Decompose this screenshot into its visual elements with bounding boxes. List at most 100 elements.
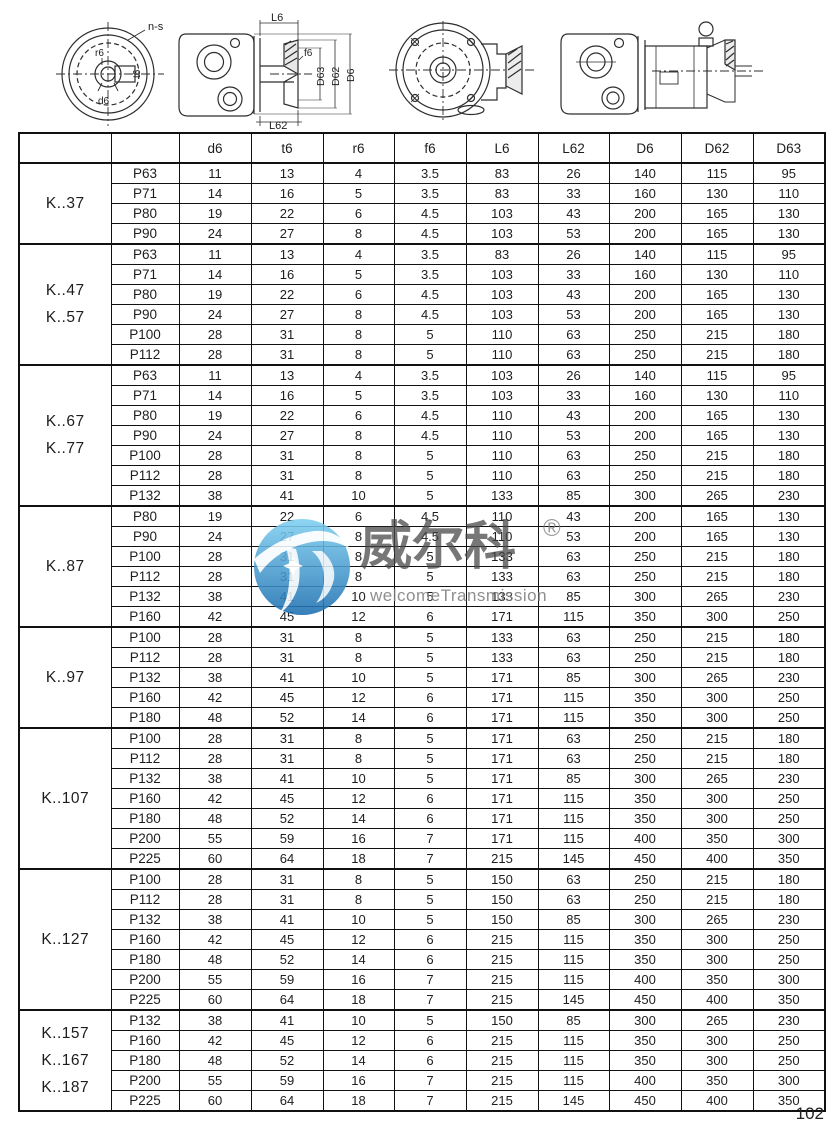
value-cell: 180 — [752, 626, 826, 648]
value-cell: 64 — [250, 1090, 324, 1112]
model-cell: P132 — [110, 768, 180, 789]
value-cell: 110 — [465, 405, 539, 426]
value-cell: 115 — [537, 808, 610, 829]
value-cell: 55 — [178, 969, 252, 990]
value-cell: 230 — [752, 1009, 826, 1031]
model-cell: P112 — [110, 344, 180, 366]
table-row: P132 38 41 10 5 150 85 300 265 230 — [19, 909, 826, 930]
value-cell: 103 — [465, 364, 539, 386]
model-cell: P90 — [110, 223, 180, 245]
value-cell: 48 — [178, 1050, 252, 1071]
value-cell: 350 — [608, 1030, 682, 1051]
value-cell: 171 — [465, 687, 539, 708]
value-cell: 5 — [393, 768, 467, 789]
value-cell: 27 — [250, 304, 324, 325]
model-cell: P160 — [110, 929, 180, 950]
drawing-flange-end-view: n-s r6 t6 d6 — [52, 16, 170, 131]
value-cell: 31 — [250, 727, 324, 749]
value-cell: 27 — [250, 526, 324, 547]
value-cell: 5 — [393, 465, 467, 486]
model-cell: P132 — [110, 667, 180, 688]
value-cell: 8 — [322, 223, 395, 245]
value-cell: 3.5 — [393, 264, 467, 285]
value-cell: 130 — [752, 284, 826, 305]
label-bolt-pattern: n-s — [148, 21, 164, 33]
table-row: P112 28 31 8 5 110 63 250 215 180 — [19, 465, 826, 486]
table-row: P80 19 22 6 4.5 110 43 200 165 130 — [19, 405, 826, 426]
value-cell: 8 — [322, 647, 395, 668]
value-cell: 450 — [608, 1090, 682, 1112]
value-cell: 4.5 — [393, 526, 467, 547]
value-cell: 115 — [680, 364, 754, 386]
value-cell: 180 — [752, 324, 826, 345]
value-cell: 63 — [537, 647, 610, 668]
value-cell: 300 — [680, 687, 754, 708]
value-cell: 165 — [680, 284, 754, 305]
value-cell: 60 — [178, 989, 252, 1011]
value-cell: 33 — [537, 183, 610, 204]
model-cell: P63 — [110, 364, 180, 386]
table-row: P112 28 31 8 5 150 63 250 215 180 — [19, 889, 826, 910]
table-row: P80 19 22 6 4.5 103 43 200 165 130 — [19, 203, 826, 224]
value-cell: 400 — [680, 989, 754, 1011]
value-cell: 350 — [608, 606, 682, 628]
value-cell: 265 — [680, 909, 754, 930]
value-cell: 33 — [537, 385, 610, 406]
table-row: K..107 P100 28 31 8 5 171 63 250 215 180 — [18, 727, 826, 870]
value-cell: 95 — [752, 162, 826, 184]
value-cell: 200 — [608, 526, 682, 547]
header-t6: t6 — [250, 132, 324, 164]
value-cell: 53 — [537, 425, 610, 446]
value-cell: 63 — [537, 748, 610, 769]
value-cell: 215 — [465, 848, 539, 870]
value-cell: 350 — [752, 1090, 826, 1112]
value-cell: 165 — [680, 505, 754, 527]
header-row: d6 t6 r6 f6 L6 L62 D6 D62 D63 — [18, 132, 826, 164]
value-cell: 115 — [537, 1050, 610, 1071]
value-cell: 7 — [393, 989, 467, 1011]
label-f6: f6 — [304, 48, 313, 59]
model-cell: P200 — [110, 969, 180, 990]
value-cell: 171 — [465, 727, 539, 749]
value-cell: 6 — [393, 929, 467, 950]
value-cell: 5 — [393, 889, 467, 910]
model-cell: P180 — [110, 707, 180, 729]
value-cell: 133 — [465, 566, 539, 587]
model-cell: P90 — [110, 526, 180, 547]
value-cell: 31 — [250, 445, 324, 466]
value-cell: 165 — [680, 304, 754, 325]
value-cell: 350 — [608, 949, 682, 970]
value-cell: 24 — [178, 425, 252, 446]
value-cell: 85 — [537, 667, 610, 688]
value-cell: 85 — [537, 768, 610, 789]
value-cell: 85 — [537, 909, 610, 930]
value-cell: 28 — [178, 626, 252, 648]
table-row: K..97 P100 28 31 8 5 133 63 250 215 180 — [18, 626, 826, 729]
header-D6: D6 — [608, 132, 682, 164]
table-row: P90 24 27 8 4.5 110 53 200 165 130 — [19, 425, 826, 446]
value-cell: 43 — [537, 284, 610, 305]
value-cell: 5 — [393, 647, 467, 668]
table-row: P132 38 41 10 5 133 85 300 265 230 — [19, 586, 826, 607]
value-cell: 31 — [250, 465, 324, 486]
value-cell: 6 — [322, 505, 395, 527]
value-cell: 400 — [608, 969, 682, 990]
value-cell: 350 — [608, 1050, 682, 1071]
value-cell: 300 — [608, 909, 682, 930]
value-cell: 110 — [465, 344, 539, 366]
value-cell: 180 — [752, 445, 826, 466]
value-cell: 110 — [465, 425, 539, 446]
value-cell: 60 — [178, 848, 252, 870]
value-cell: 4.5 — [393, 203, 467, 224]
value-cell: 300 — [608, 768, 682, 789]
table-row: P160 42 45 12 6 171 115 350 300 250 — [19, 606, 826, 628]
label-t6: t6 — [132, 69, 143, 78]
value-cell: 350 — [680, 969, 754, 990]
value-cell: 250 — [752, 808, 826, 829]
model-cell: P100 — [110, 324, 180, 345]
value-cell: 16 — [250, 264, 324, 285]
value-cell: 265 — [680, 768, 754, 789]
group-label-line: K..57 — [45, 309, 85, 326]
value-cell: 3.5 — [393, 243, 467, 265]
